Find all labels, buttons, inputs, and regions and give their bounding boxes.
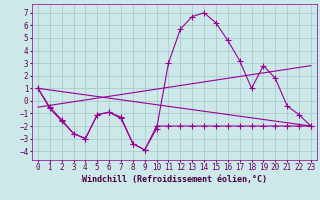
X-axis label: Windchill (Refroidissement éolien,°C): Windchill (Refroidissement éolien,°C) (82, 175, 267, 184)
